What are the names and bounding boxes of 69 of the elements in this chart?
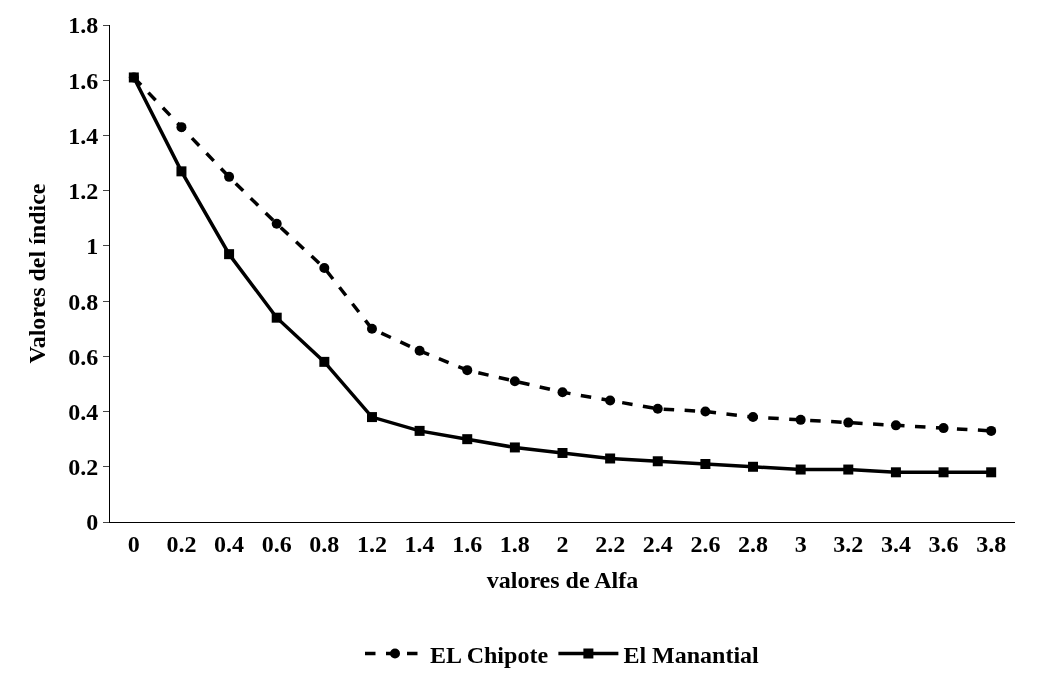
point [366, 323, 377, 334]
point [843, 417, 854, 428]
point [748, 461, 759, 472]
y-tick-label: 0.2 [68, 454, 99, 481]
point [224, 249, 235, 260]
point [795, 464, 806, 475]
point [700, 459, 711, 470]
x-tick-label: 0 [127, 530, 140, 557]
x-tick-label: 1.2 [356, 530, 387, 557]
point [652, 403, 663, 414]
point [319, 356, 330, 367]
x-tick-label: 0.6 [261, 530, 292, 557]
x-tick-label: 1.6 [452, 530, 483, 557]
point [938, 423, 949, 434]
y-tick-label: 0.6 [68, 343, 99, 370]
y-tick-label: 1.2 [68, 178, 99, 205]
point [176, 166, 187, 177]
point [271, 218, 282, 229]
y-tick-label: 0.4 [68, 398, 99, 425]
point [890, 420, 901, 431]
point [748, 412, 759, 423]
y-tick-label: 0.8 [68, 288, 99, 315]
y-tick-label: 0 [86, 509, 99, 536]
x-tick-label: 0.8 [309, 530, 340, 557]
x-tick-label: 1.4 [404, 530, 435, 557]
y-tick-label: 1.8 [68, 12, 99, 39]
point [605, 395, 616, 406]
point [557, 447, 568, 458]
point [986, 425, 997, 436]
x-tick-label: 2.6 [690, 530, 721, 557]
point [271, 312, 282, 323]
point [605, 453, 616, 464]
point [319, 262, 330, 273]
legend-label: EL Chipote [430, 641, 549, 668]
point [462, 434, 473, 445]
x-tick-label: 3.6 [928, 530, 959, 557]
point [938, 467, 949, 478]
point [509, 442, 520, 453]
point [414, 345, 425, 356]
point [414, 425, 425, 436]
point [224, 171, 235, 182]
point [795, 414, 806, 425]
point [843, 464, 854, 475]
point [462, 365, 473, 376]
x-tick-label: 2.8 [738, 530, 769, 557]
y-axis-title: Valores del índice [24, 183, 51, 364]
point [509, 376, 520, 387]
x-tick-label: 0.4 [214, 530, 245, 557]
legend-label: El Manantial [623, 641, 760, 668]
point [700, 406, 711, 417]
x-tick-label: 0.2 [166, 530, 197, 557]
point [366, 412, 377, 423]
point [557, 387, 568, 398]
y-tick-label: 1.4 [68, 122, 99, 149]
x-tick-label: 1.8 [499, 530, 530, 557]
point [986, 467, 997, 478]
point [176, 122, 187, 133]
x-axis-title: valores de Alfa [486, 567, 639, 594]
point [652, 456, 663, 467]
y-tick-label: 1 [86, 233, 99, 260]
x-tick-label: 3 [794, 530, 807, 557]
x-tick-label: 2.2 [595, 530, 626, 557]
x-tick-label: 3.4 [880, 530, 911, 557]
y-tick-label: 1.6 [68, 67, 99, 94]
x-tick-label: 2 [556, 530, 569, 557]
x-tick-label: 3.2 [833, 530, 864, 557]
point [890, 467, 901, 478]
x-tick-label: 3.8 [976, 530, 1007, 557]
x-tick-label: 2.4 [642, 530, 673, 557]
